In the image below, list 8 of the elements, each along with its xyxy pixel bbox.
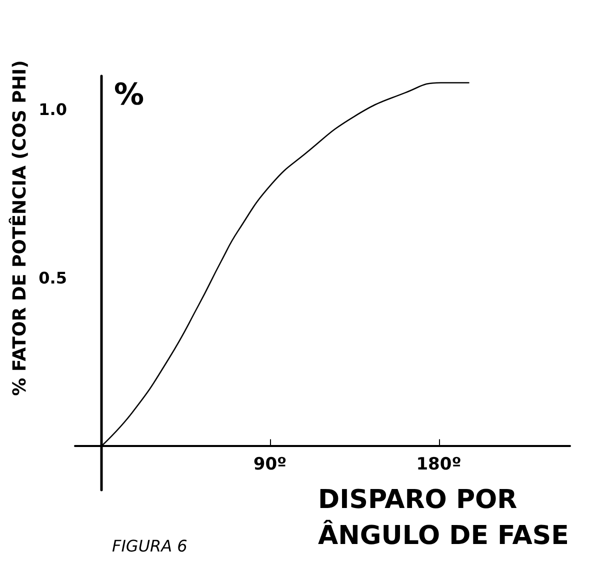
x-tick-label: 90º xyxy=(253,454,287,475)
y-tick-label: 1.0 xyxy=(38,100,67,120)
text: FIGURA 6 xyxy=(112,536,188,556)
x-tick-label: 180º xyxy=(416,454,462,475)
annotation: % xyxy=(114,78,144,112)
y-axis-title: % FATOR DE POTÊNCIA (COS PHI) xyxy=(8,60,30,396)
y-tick-label: 0.5 xyxy=(38,268,67,288)
x-axis-title: DISPARO POR ÂNGULO DE FASE xyxy=(318,485,569,551)
